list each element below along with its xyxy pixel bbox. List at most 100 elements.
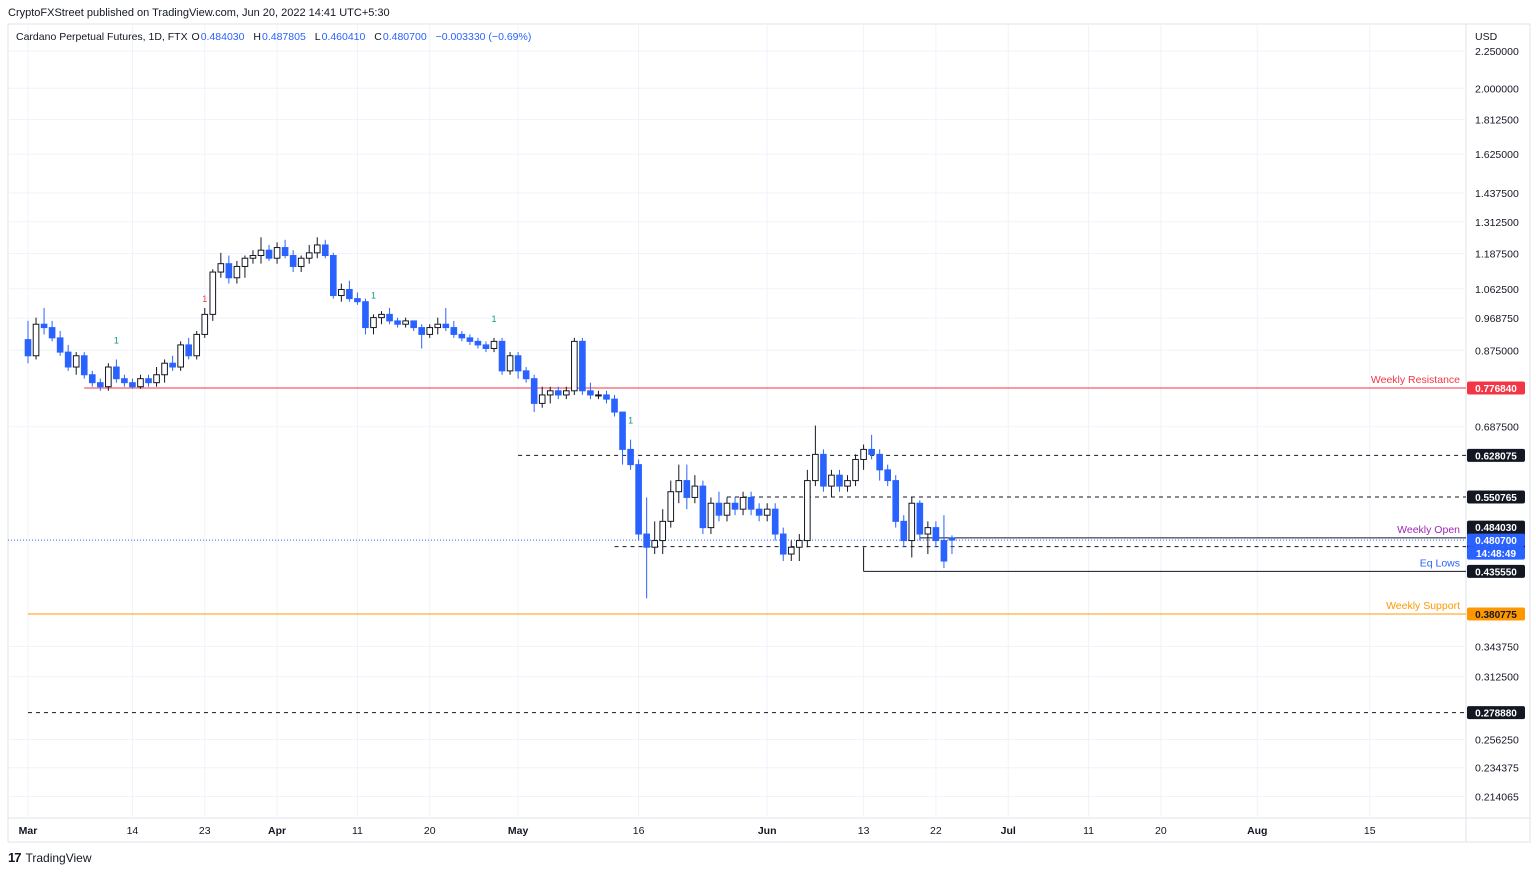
sequential-marks: 1 1 1 1 1 — [114, 290, 633, 425]
candle-body — [24, 339, 32, 357]
price-badge — [1467, 706, 1525, 720]
candle-body — [779, 533, 787, 555]
close-value: 0.480700 — [382, 31, 427, 43]
candle-body — [755, 508, 763, 516]
candle-body — [273, 247, 281, 259]
candle-body — [643, 533, 650, 548]
candle-body — [217, 263, 225, 273]
candle-body — [105, 366, 112, 388]
candle-body — [482, 344, 490, 349]
candle-body — [916, 502, 924, 535]
y-tick-label: 1.812500 — [1475, 115, 1519, 127]
time-axis[interactable]: Mar 14 23 Apr 11 20 May 16 Jun 13 22 Jul 11 20 Aug 15 — [19, 825, 1376, 837]
candle-body — [522, 370, 530, 380]
candle-body — [683, 480, 691, 498]
candle-body — [538, 394, 546, 404]
price-badge — [1467, 533, 1525, 547]
candle-body — [562, 390, 570, 396]
candle-body — [362, 301, 369, 329]
candle-body — [121, 378, 128, 384]
y-tick-label: 0.687500 — [1475, 422, 1519, 434]
candle-body — [177, 344, 184, 368]
currency-label: USD — [1475, 31, 1498, 43]
candle-body — [40, 323, 48, 329]
y-tick-label: 0.968750 — [1475, 313, 1519, 325]
x-tick-label: 15 — [1364, 825, 1376, 837]
x-tick-label: Aug — [1247, 825, 1267, 837]
price-badge — [1467, 520, 1525, 534]
x-tick-label: 22 — [930, 825, 942, 837]
candle-body — [64, 351, 72, 368]
candle-body — [506, 355, 514, 372]
grid — [7, 23, 1531, 843]
x-tick-label: Jul — [1001, 825, 1016, 837]
symbol-name: Cardano Perpetual Futures, 1D, FTX — [16, 31, 188, 43]
candle-body — [900, 520, 908, 542]
price-badge-text: 14:48:49 — [1476, 549, 1516, 560]
candle-body — [707, 502, 715, 529]
candle-body — [201, 313, 209, 335]
candle-body — [731, 502, 739, 510]
candle-body — [474, 340, 482, 346]
x-tick-label: 11 — [1083, 825, 1094, 837]
price-badge-text: 0.380775 — [1475, 610, 1517, 621]
candle-body — [129, 382, 136, 388]
candle-body — [852, 458, 859, 482]
candle-body — [603, 394, 610, 400]
y-tick-label: 1.625000 — [1475, 149, 1519, 161]
candle-body — [233, 265, 241, 279]
candle-body — [410, 320, 417, 329]
candle-body — [329, 255, 337, 297]
candle-body — [257, 249, 265, 257]
level-label: Weekly Resistance — [1371, 374, 1460, 386]
candle-body — [804, 480, 811, 542]
candle-body — [876, 453, 883, 471]
tradingview-logo[interactable]: 17 TradingView — [8, 850, 92, 865]
x-tick-label: 13 — [858, 825, 870, 837]
close-label: C — [374, 31, 382, 43]
candle-body — [281, 247, 289, 257]
candle-body — [265, 249, 273, 259]
x-tick-label: 14 — [127, 825, 139, 837]
candle-body — [113, 366, 120, 380]
candle-body — [490, 340, 498, 349]
x-tick-label: 23 — [199, 825, 211, 837]
candle-body — [635, 464, 642, 535]
level-label: Weekly Support — [1386, 600, 1460, 612]
candle-body — [611, 398, 618, 413]
candle-body — [466, 337, 474, 342]
candle-body — [402, 320, 409, 325]
candle-body — [932, 527, 940, 542]
price-axis[interactable]: 2.250000 2.000000 1.812500 1.625000 1.437500… — [1475, 31, 1519, 803]
y-tick-label: 1.062500 — [1475, 284, 1519, 296]
candle-body — [185, 344, 193, 357]
candle-body — [169, 362, 176, 368]
candle-body — [458, 333, 466, 339]
low-label: L — [314, 31, 321, 43]
x-tick-label: Apr — [268, 825, 286, 837]
candle-body — [571, 340, 578, 392]
candle-body — [787, 546, 795, 555]
y-tick-label: 2.250000 — [1475, 46, 1519, 58]
candle-body — [844, 480, 851, 487]
y-tick-label: 0.343750 — [1475, 641, 1519, 653]
candle-body — [828, 474, 835, 487]
candle-body — [940, 540, 948, 562]
horizontal-levels: Weekly Resistance Weekly Open Eq Lows Weekl… — [8, 374, 1466, 714]
price-badge-text: 0.435550 — [1475, 567, 1517, 578]
y-tick-label: 0.875000 — [1475, 345, 1519, 357]
price-badge-text: 0.550765 — [1475, 493, 1517, 504]
price-badges: 0.7768400.6280750.5507650.4840300.470880… — [1467, 381, 1525, 720]
candle-body — [193, 333, 201, 357]
candle-body — [161, 362, 168, 376]
candle-body — [739, 496, 747, 510]
x-tick-label: 20 — [424, 825, 436, 837]
open-label: O — [191, 31, 200, 43]
candle-body — [88, 374, 96, 384]
candle-body — [48, 327, 56, 339]
candle-body — [747, 496, 755, 510]
candle-body — [289, 255, 297, 267]
sequential-mark: 1 — [491, 314, 496, 324]
candle-body — [305, 252, 313, 259]
